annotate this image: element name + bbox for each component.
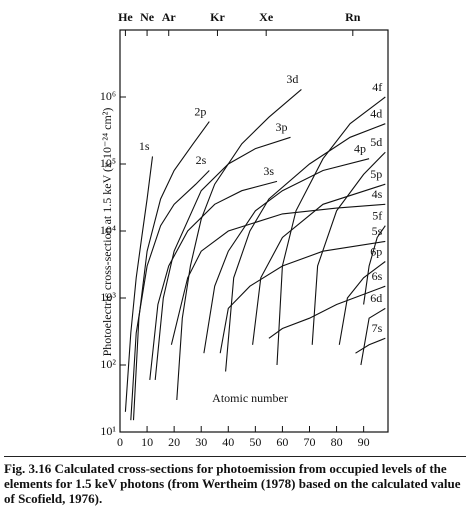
curve [360,307,386,366]
curve [338,261,386,345]
y-axis-label: Photoelectric cross-section at 1.5 keV (… [100,108,114,357]
curve-label: 5s [372,224,383,238]
curve-label: 5p [370,167,382,181]
x-tick-label: 30 [195,435,207,449]
x-tick-label: 70 [303,435,315,449]
curve-label: 5d [370,135,382,149]
curve [276,96,386,366]
x-tick-label: 40 [222,435,234,449]
top-tick-label: He [118,10,133,24]
curve-label: 4f [372,80,382,94]
x-tick-label: 50 [249,435,261,449]
curve [124,156,154,412]
x-tick-label: 80 [331,435,343,449]
curve-label: 6p [370,244,382,258]
curve [219,240,386,354]
curve-label: 4p [354,141,366,155]
top-tick-label: Rn [345,10,361,24]
x-tick-label: 90 [358,435,370,449]
x-tick-label: 10 [141,435,153,449]
curve [130,170,210,421]
curve [149,180,278,380]
curve-label: 6s [372,269,383,283]
y-tick-label: 10⁴ [100,223,116,237]
curve-label: 2p [194,104,206,118]
curve [203,158,370,354]
curve [311,151,386,345]
top-tick-label: Ar [162,10,177,24]
y-tick-label: 10⁵ [100,156,116,170]
curve-label: 3s [263,164,274,178]
top-tick-label: Ne [140,10,155,24]
curve-label: 5f [372,208,382,222]
curve [170,203,386,345]
curve-label: 4d [370,106,382,120]
plot-frame [119,29,389,433]
curve [132,121,210,421]
curve [252,183,386,345]
curve [225,123,386,372]
top-tick-label: Xe [259,10,274,24]
x-tick-label: 20 [168,435,180,449]
curve-label: 2s [196,153,207,167]
top-tick-label: Kr [210,10,225,24]
curve [355,337,386,354]
y-tick-label: 10³ [100,290,116,304]
curve-label: 6d [370,291,382,305]
y-tick-label: 10¹ [100,424,116,438]
y-tick-label: 10⁶ [100,89,116,103]
y-tick-label: 10² [100,357,116,371]
curve-label: 3d [286,72,298,86]
curve-label: 1s [139,139,150,153]
curve [363,225,386,305]
curve-label: 4s [372,187,383,201]
curve [176,88,302,401]
x-tick-label: 60 [276,435,288,449]
curve [268,285,386,339]
x-axis-label: Atomic number [212,391,288,405]
curve-label: 3p [276,120,288,134]
curve [154,136,291,380]
x-tick-label: 0 [117,435,123,449]
curve-label: 7s [372,321,383,335]
caption: Fig. 3.16 Calculated cross-sections for … [4,456,466,518]
chart: Photoelectric cross-section at 1.5 keV (… [100,10,389,449]
